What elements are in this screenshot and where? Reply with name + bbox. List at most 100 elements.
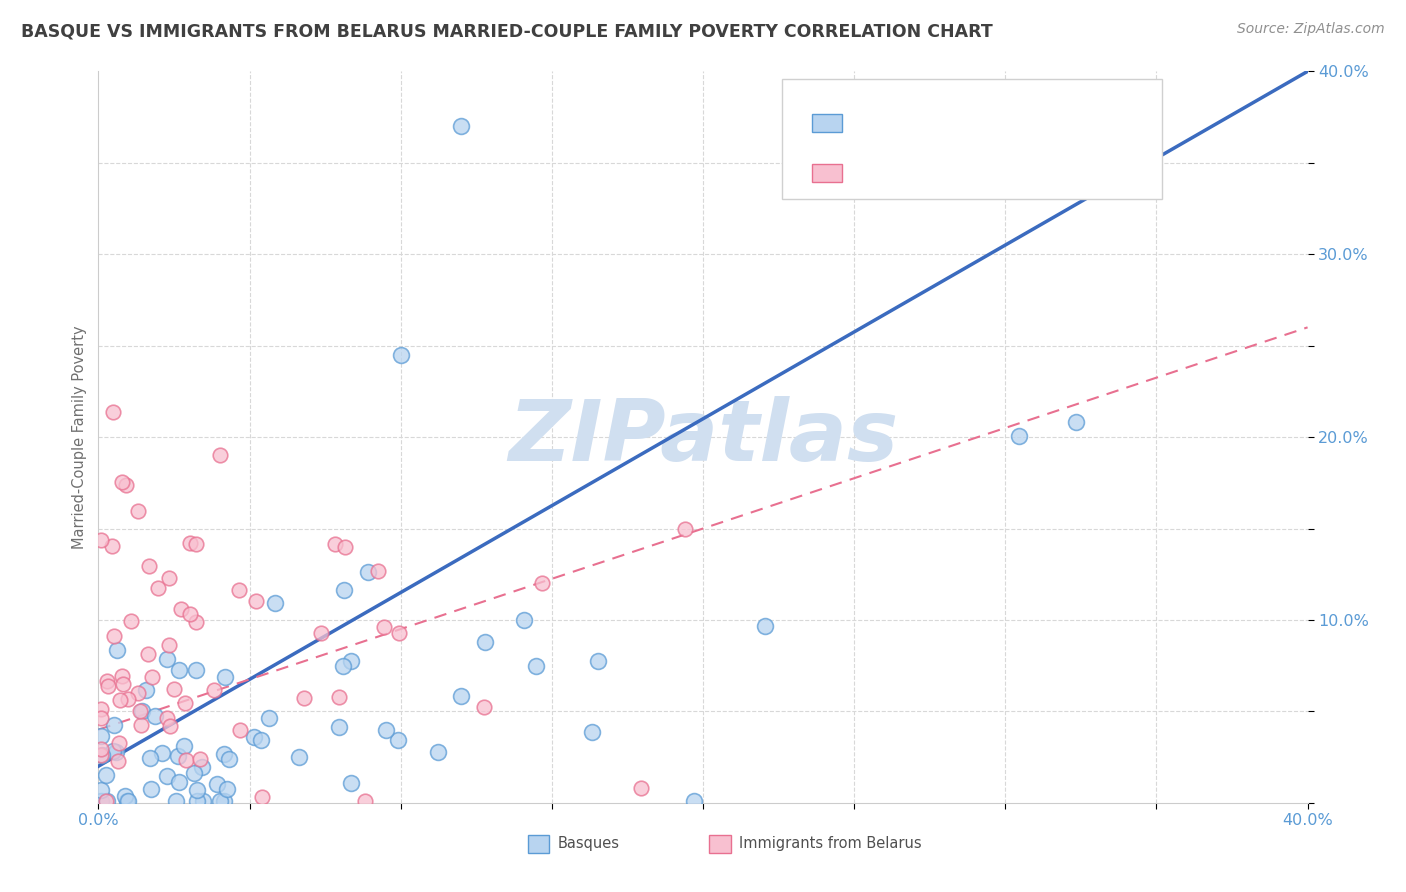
Point	[117, 692, 139, 706]
Text: ZIPatlas: ZIPatlas	[508, 395, 898, 479]
Point	[257, 711, 280, 725]
Point	[157, 639, 180, 653]
Text: BASQUE VS IMMIGRANTS FROM BELARUS MARRIED-COUPLE FAMILY POVERTY CORRELATION CHAR: BASQUE VS IMMIGRANTS FROM BELARUS MARRIE…	[21, 22, 993, 40]
Point	[101, 744, 124, 758]
Point	[630, 780, 652, 795]
Point	[228, 582, 250, 597]
Bar	[811, 164, 842, 182]
Point	[90, 794, 112, 808]
Point	[170, 602, 193, 616]
Point	[212, 747, 235, 762]
Point	[117, 794, 139, 808]
Point	[245, 593, 267, 607]
Point	[673, 522, 696, 536]
Point	[115, 794, 138, 808]
Point	[353, 794, 375, 808]
Point	[212, 794, 235, 808]
Point	[97, 679, 120, 693]
Point	[103, 718, 125, 732]
Point	[146, 581, 169, 595]
Point	[103, 629, 125, 643]
Point	[388, 626, 411, 640]
Point	[373, 620, 395, 634]
Point	[115, 478, 138, 492]
Point	[188, 752, 211, 766]
Point	[202, 683, 225, 698]
Point	[157, 570, 180, 584]
Point	[754, 619, 776, 633]
Point	[94, 794, 117, 808]
Point	[111, 677, 134, 691]
Point	[159, 718, 181, 732]
Point	[90, 702, 112, 716]
Point	[184, 615, 207, 629]
Point	[90, 533, 112, 548]
Point	[138, 559, 160, 574]
Point	[91, 747, 114, 762]
Point	[218, 752, 240, 766]
Point	[111, 475, 134, 490]
Point	[108, 735, 131, 749]
Point	[129, 717, 152, 731]
Point	[264, 596, 287, 610]
Point	[309, 626, 332, 640]
Point	[186, 794, 208, 808]
Point	[682, 794, 704, 808]
FancyBboxPatch shape	[782, 78, 1163, 200]
Point	[323, 537, 346, 551]
Point	[184, 663, 207, 677]
Point	[165, 794, 187, 808]
Point	[90, 748, 112, 763]
Point	[105, 643, 128, 657]
Point	[191, 794, 214, 808]
Point	[512, 613, 534, 627]
Point	[90, 729, 112, 743]
Point	[217, 781, 239, 796]
Point	[127, 504, 149, 518]
Point	[150, 746, 173, 760]
Point	[191, 760, 214, 774]
Point	[243, 730, 266, 744]
Point	[328, 690, 350, 704]
Point	[141, 670, 163, 684]
Point	[131, 704, 153, 718]
Text: R = 0.529   N = 65: R = 0.529 N = 65	[860, 114, 1017, 132]
Point	[96, 794, 118, 808]
Point	[143, 709, 166, 723]
Point	[107, 755, 129, 769]
Point	[120, 614, 142, 628]
Point	[209, 794, 232, 808]
Point	[288, 749, 311, 764]
Point	[104, 745, 127, 759]
Text: Immigrants from Belarus: Immigrants from Belarus	[740, 836, 922, 851]
Point	[94, 768, 117, 782]
Point	[103, 405, 125, 419]
Point	[174, 696, 197, 710]
Point	[184, 537, 207, 551]
Point	[183, 765, 205, 780]
Point	[186, 783, 208, 797]
Point	[156, 652, 179, 666]
Point	[90, 711, 112, 725]
Text: Source: ZipAtlas.com: Source: ZipAtlas.com	[1237, 22, 1385, 37]
Y-axis label: Married-Couple Family Poverty: Married-Couple Family Poverty	[72, 326, 87, 549]
Point	[229, 723, 252, 737]
Point	[472, 700, 495, 714]
Point	[249, 733, 271, 747]
Point	[101, 539, 124, 553]
Text: R =  0.185   N = 60: R = 0.185 N = 60	[860, 164, 1022, 182]
Point	[339, 654, 361, 668]
Point	[374, 723, 396, 738]
Point	[586, 654, 609, 668]
Point	[156, 711, 179, 725]
Point	[474, 635, 496, 649]
Text: Basques: Basques	[558, 836, 620, 851]
Point	[174, 753, 197, 767]
Point	[1008, 429, 1031, 443]
Bar	[709, 835, 731, 853]
Point	[96, 673, 118, 688]
Point	[214, 670, 236, 684]
Point	[1064, 415, 1087, 429]
Point	[114, 789, 136, 803]
Point	[581, 725, 603, 739]
